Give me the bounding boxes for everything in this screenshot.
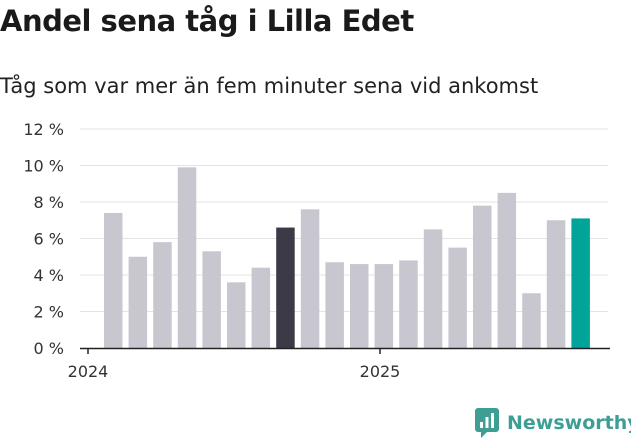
y-tick-label: 8 % <box>34 193 64 212</box>
bar <box>104 212 123 348</box>
brand-name: Newsworthy <box>507 412 631 434</box>
bar <box>128 256 148 348</box>
bar <box>276 227 295 348</box>
y-tick-label: 2 % <box>34 303 64 322</box>
bar <box>497 192 517 348</box>
bar <box>546 220 566 348</box>
chart-title: Andel sena tåg i Lilla Edet <box>0 4 414 38</box>
y-tick-label: 4 % <box>34 266 64 285</box>
bar <box>399 260 418 348</box>
bar <box>227 282 246 348</box>
bar <box>251 267 271 348</box>
bar-chart-logo-icon <box>475 408 499 438</box>
newsworthy-logo: Newsworthy <box>475 408 631 438</box>
bar-chart: 0 % 2 % 4 % 6 % 8 % 10 % 12 % 2024 2025 <box>23 120 610 381</box>
bar <box>374 264 394 348</box>
bar <box>202 251 221 348</box>
bar <box>350 264 369 348</box>
bar <box>522 293 541 348</box>
y-tick-label: 0 % <box>34 339 64 358</box>
bar <box>423 229 443 348</box>
bar <box>325 262 344 348</box>
bar <box>571 218 590 348</box>
y-tick-label: 12 % <box>23 120 64 139</box>
x-tick-label: 2024 <box>68 362 109 381</box>
bar <box>177 167 197 348</box>
x-tick-label: 2025 <box>360 362 401 381</box>
y-tick-label: 6 % <box>34 230 64 249</box>
bar <box>153 242 172 348</box>
y-tick-label: 10 % <box>23 157 64 176</box>
bar <box>300 209 320 348</box>
bar <box>473 205 492 348</box>
chart-subtitle: Tåg som var mer än fem minuter sena vid … <box>0 74 539 98</box>
bar <box>448 247 467 348</box>
